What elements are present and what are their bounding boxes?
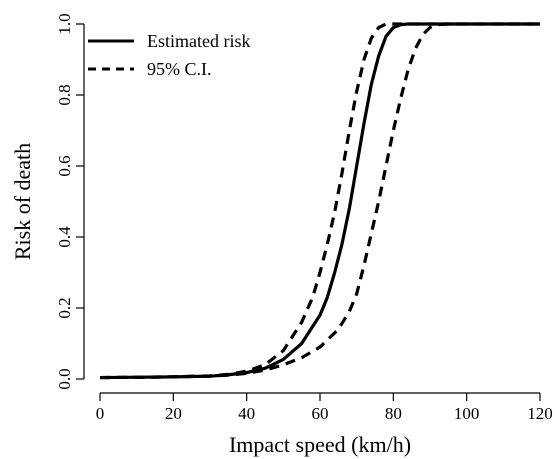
x-tick-label: 120	[527, 404, 553, 423]
ticks: 0 20 40 60 80 100 120 0.0 0.2 0.4 0.6 0.8 1.0	[55, 13, 553, 423]
y-tick-label: 0.0	[55, 368, 74, 389]
legend-label-ci: 95% C.I.	[147, 59, 212, 79]
y-tick-label: 0.6	[55, 155, 74, 176]
y-tick-label: 0.4	[55, 226, 74, 248]
legend: Estimated risk 95% C.I.	[88, 31, 250, 79]
y-axis-title: Risk of death	[10, 143, 35, 260]
series-lines	[99, 22, 540, 380]
y-tick-label: 1.0	[55, 13, 74, 34]
x-tick-label: 80	[385, 404, 402, 423]
x-tick-label: 0	[96, 404, 105, 423]
ci-lower-line	[99, 22, 540, 380]
x-axis-title: Impact speed (km/h)	[229, 432, 411, 457]
y-tick-label: 0.2	[55, 297, 74, 318]
x-tick-label: 60	[312, 404, 329, 423]
legend-label-estimated: Estimated risk	[147, 31, 250, 51]
x-tick-label: 40	[238, 404, 255, 423]
x-tick-label: 20	[165, 404, 182, 423]
x-tick-label: 100	[454, 404, 480, 423]
y-tick-label: 0.8	[55, 84, 74, 105]
